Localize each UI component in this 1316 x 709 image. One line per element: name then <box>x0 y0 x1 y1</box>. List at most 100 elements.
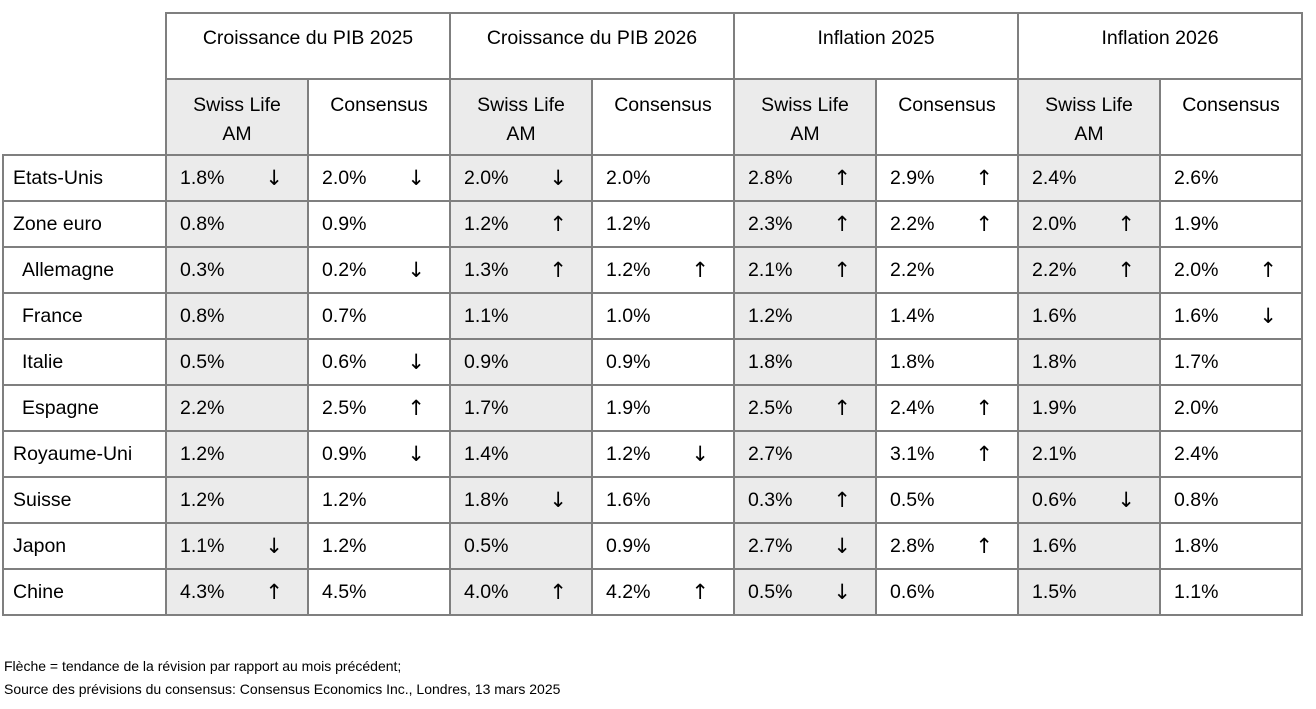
forecast-cell: 0.9% <box>591 522 735 570</box>
subheader-consensus: Consensus <box>875 78 1019 156</box>
corner-cell <box>3 79 166 155</box>
arrow-up-icon: ↑ <box>691 579 709 604</box>
table-row: Royaume-Uni 1.2% 0.9% ↓ 1.4% 1.2% ↓ 2.7% 3.1% ↑ 2.… <box>2 430 1303 478</box>
forecast-cell: 1.8% ↓ <box>449 476 593 524</box>
forecast-cell: 0.6% ↓ <box>307 338 451 386</box>
arrow-up-icon: ↑ <box>407 395 425 420</box>
forecast-cell: 2.4% ↑ <box>875 384 1019 432</box>
forecast-cell: 2.7% <box>733 430 877 478</box>
footnote-line-source: Source des prévisions du consensus: Cons… <box>4 681 561 697</box>
table-body: Etats-Unis 1.8% ↓ 2.0% ↓ 2.0% ↓ 2.0% 2.8% ↑ 2.9% ↑ 2… <box>2 154 1303 616</box>
forecast-cell: 0.5% ↓ <box>733 568 877 616</box>
forecast-cell: 0.8% <box>165 292 309 340</box>
forecast-cell: 2.1% ↑ <box>733 246 877 294</box>
forecast-cell: 0.5% <box>165 338 309 386</box>
table-row: Allemagne 0.3% 0.2% ↓ 1.3% ↑ 1.2% ↑ 2.1% ↑ 2.2% 2.2… <box>2 246 1303 294</box>
forecast-cell: 0.6% ↓ <box>1017 476 1161 524</box>
forecast-value: 1.0% <box>606 304 651 327</box>
forecast-value: 1.2% <box>606 258 651 281</box>
forecast-cell: 1.1% ↓ <box>165 522 309 570</box>
forecast-value: 1.5% <box>1032 580 1077 603</box>
forecast-cell: 2.8% ↑ <box>875 522 1019 570</box>
forecast-value: 2.0% <box>464 166 509 189</box>
footnote: Flèche = tendance de la révision par rap… <box>4 655 560 701</box>
arrow-up-icon: ↑ <box>975 165 993 190</box>
forecast-cell: 2.5% ↑ <box>307 384 451 432</box>
row-label-country: Etats-Unis <box>2 154 167 202</box>
forecast-cell: 1.8% <box>875 338 1019 386</box>
arrow-down-icon: ↓ <box>407 165 425 190</box>
forecast-cell: 0.3% <box>165 246 309 294</box>
forecast-cell: 2.4% <box>1017 154 1161 202</box>
forecast-value: 1.8% <box>180 166 225 189</box>
forecast-cell: 1.6% <box>591 476 735 524</box>
arrow-up-icon: ↑ <box>833 487 851 512</box>
forecast-cell: 2.7% ↓ <box>733 522 877 570</box>
forecast-value: 1.6% <box>1032 304 1077 327</box>
arrow-up-icon: ↑ <box>975 211 993 236</box>
forecast-value: 2.2% <box>890 212 935 235</box>
forecast-cell: 0.2% ↓ <box>307 246 451 294</box>
forecast-value: 1.8% <box>1032 350 1077 373</box>
group-header-pib-2026: Croissance du PIB 2026 <box>449 12 735 80</box>
arrow-down-icon: ↓ <box>265 533 283 558</box>
arrow-down-icon: ↓ <box>407 349 425 374</box>
forecast-cell: 1.2% ↑ <box>449 200 593 248</box>
arrow-down-icon: ↓ <box>549 165 567 190</box>
row-label-country: Chine <box>2 568 167 616</box>
arrow-down-icon: ↓ <box>691 441 709 466</box>
arrow-up-icon: ↑ <box>975 441 993 466</box>
forecast-table: Croissance du PIB 2025 Croissance du PIB… <box>2 12 1303 616</box>
arrow-up-icon: ↑ <box>1117 257 1135 282</box>
forecast-value: 2.4% <box>1174 442 1219 465</box>
forecast-value: 0.9% <box>322 212 367 235</box>
table-row: France 0.8% 0.7% 1.1% 1.0% 1.2% 1.4% 1.6% 1.6% ↓ <box>2 292 1303 340</box>
forecast-cell: 2.5% ↑ <box>733 384 877 432</box>
table-row: Suisse 1.2% 1.2% 1.8% ↓ 1.6% 0.3% ↑ 0.5% 0.6% ↓ 0.8… <box>2 476 1303 524</box>
forecast-value: 1.2% <box>606 212 651 235</box>
arrow-up-icon: ↑ <box>833 395 851 420</box>
forecast-cell: 0.5% <box>875 476 1019 524</box>
forecast-value: 1.3% <box>464 258 509 281</box>
forecast-cell: 1.6% <box>1017 522 1161 570</box>
subheader-swiss-life-am: Swiss Life AM <box>165 78 309 156</box>
forecast-cell: 0.9% <box>591 338 735 386</box>
forecast-cell: 2.1% <box>1017 430 1161 478</box>
forecast-value: 0.8% <box>180 304 225 327</box>
forecast-value: 2.0% <box>606 166 651 189</box>
row-label-country: Suisse <box>2 476 167 524</box>
forecast-value: 2.0% <box>1032 212 1077 235</box>
forecast-cell: 0.6% <box>875 568 1019 616</box>
forecast-value: 0.6% <box>890 580 935 603</box>
forecast-value: 0.5% <box>464 534 509 557</box>
table-row: Chine 4.3% ↑ 4.5% 4.0% ↑ 4.2% ↑ 0.5% ↓ 0.6% 1.5% 1.1… <box>2 568 1303 616</box>
arrow-up-icon: ↑ <box>549 257 567 282</box>
row-label-country: France <box>2 292 167 340</box>
forecast-value: 1.4% <box>464 442 509 465</box>
forecast-cell: 1.8% <box>733 338 877 386</box>
arrow-up-icon: ↑ <box>1259 257 1277 282</box>
arrow-down-icon: ↓ <box>407 257 425 282</box>
forecast-cell: 1.1% <box>449 292 593 340</box>
forecast-cell: 0.8% <box>165 200 309 248</box>
forecast-value: 0.9% <box>606 350 651 373</box>
forecast-value: 1.6% <box>1174 304 1219 327</box>
group-header-inflation-2026: Inflation 2026 <box>1017 12 1303 80</box>
forecast-value: 1.4% <box>890 304 935 327</box>
forecast-value: 1.2% <box>180 442 225 465</box>
forecast-value: 2.1% <box>1032 442 1077 465</box>
forecast-value: 2.2% <box>890 258 935 281</box>
subheader-swiss-life-am: Swiss Life AM <box>449 78 593 156</box>
forecast-value: 1.2% <box>464 212 509 235</box>
row-label-country: Allemagne <box>2 246 167 294</box>
forecast-value: 0.3% <box>748 488 793 511</box>
forecast-cell: 2.0% ↑ <box>1159 246 1303 294</box>
forecast-cell: 1.9% <box>591 384 735 432</box>
arrow-down-icon: ↓ <box>1259 303 1277 328</box>
forecast-cell: 2.0% ↑ <box>1017 200 1161 248</box>
forecast-cell: 0.5% <box>449 522 593 570</box>
forecast-value: 3.1% <box>890 442 935 465</box>
forecast-value: 2.3% <box>748 212 793 235</box>
forecast-value: 0.5% <box>180 350 225 373</box>
